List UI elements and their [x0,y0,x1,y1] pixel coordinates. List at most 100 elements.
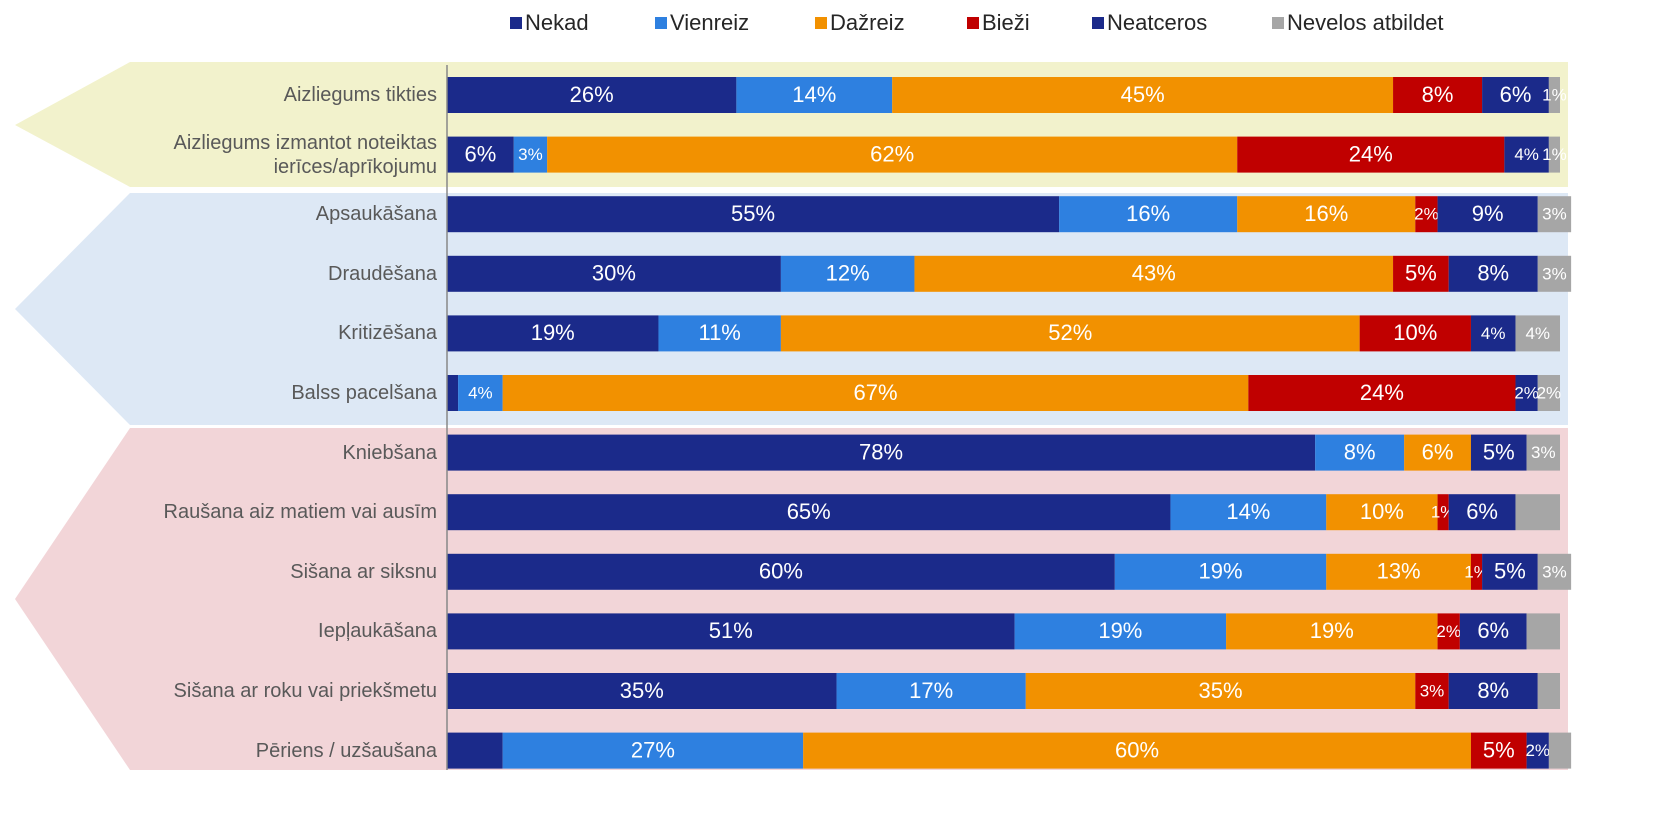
data-label: 13% [1377,559,1421,584]
bar-segment [1537,255,1572,292]
bar-segment [447,136,514,173]
bar-segment [1415,673,1449,709]
bar-segment [1537,375,1560,411]
bar-segment [1526,732,1549,769]
data-label: 8% [1477,261,1509,286]
data-label: 24% [1349,141,1393,166]
data-label: 4% [468,383,493,402]
bar-segment [1470,553,1483,590]
data-label: 19% [531,320,575,345]
legend-label: Vienreiz [670,10,749,35]
bar-segment [1237,196,1416,233]
bar-segment [1359,315,1471,352]
legend-label: Nevelos atbildet [1287,10,1444,35]
bar-segment [1470,434,1527,471]
bar-segment [447,434,1316,471]
bar-segment [447,375,459,411]
bar-segment [892,77,1394,113]
bar-segment [1526,613,1560,650]
data-label: 5% [1494,559,1526,584]
bar-segment [447,77,737,113]
category-label: Raušana aiz matiem vai ausīm [163,501,437,524]
bar-segment [1404,434,1471,471]
bar-segment [1515,375,1538,411]
category-label: Sišana ar roku vai priekšmetu [173,680,437,702]
data-label: 10% [1393,320,1437,345]
data-label: 35% [1199,678,1243,703]
data-label: 3% [1420,681,1445,700]
category-label: Aizliegums tikties [283,84,437,106]
data-label: 8% [1344,439,1376,464]
bar-segment [780,255,915,292]
bar-segment [1548,136,1560,173]
data-label: 1% [1542,145,1567,164]
data-label: 60% [1115,737,1159,762]
bar-segment [1114,553,1327,590]
data-label: 12% [826,261,870,286]
legend-label: Dažreiz [830,10,905,35]
bar-segment [513,136,548,173]
bar-segment [1025,673,1416,709]
bar-segment [658,315,781,352]
data-label: 52% [1048,320,1092,345]
data-label: 11% [698,320,740,345]
bar-segment [447,255,781,292]
data-label: 3% [1531,443,1556,462]
bar-segment [502,732,804,769]
bar-segment [1237,136,1505,173]
bar-segment [1548,732,1572,769]
data-label: 24% [1360,380,1404,405]
data-label: 8% [1422,82,1454,107]
group-band [15,428,1568,770]
data-label: 9% [1472,201,1504,226]
data-label: 10% [1360,499,1404,524]
data-label: 2% [1414,205,1439,224]
bar-segment [447,494,1171,531]
legend-label: Neatceros [1107,10,1207,35]
bar-segment [1315,434,1405,471]
data-label: 6% [1466,499,1498,524]
bar-segment [1515,494,1560,531]
legend-swatch [1272,17,1284,29]
bar-segment [1393,255,1449,292]
category-label: Kniebšana [342,441,437,464]
bar-segment [1415,196,1438,233]
bar-segment [458,375,503,411]
data-label: 62% [870,141,914,166]
data-label: 8% [1477,678,1509,703]
data-label: 6% [1500,82,1532,107]
bar-segment [1459,613,1527,650]
bar-segment [1470,315,1516,352]
bar-segment [502,375,1249,411]
data-label: 5% [1483,439,1515,464]
data-label: 26% [570,82,614,107]
data-label: 2% [1436,622,1461,641]
data-label: 43% [1132,261,1176,286]
bar-segment [1548,77,1560,113]
bar-segment [736,77,893,113]
data-label: 2% [1525,741,1550,760]
bar-segment [547,136,1238,173]
data-label: 19% [1310,618,1354,643]
bar-segment [1504,136,1549,173]
data-label: 17% [909,678,953,703]
data-label: 14% [792,82,836,107]
bar-segment [1014,613,1227,650]
bar-segment [1537,553,1572,590]
data-label: 2% [1514,383,1539,402]
category-label: Kritizēšana [338,322,437,345]
bar-segment [1448,255,1538,292]
legend-swatch [655,17,667,29]
category-label: Iepļaukāšana [318,620,437,643]
data-label: 19% [1199,559,1243,584]
bar-segment [1226,613,1438,650]
category-label: Apsaukāšana [315,203,437,226]
data-label: 3% [518,145,543,164]
data-label: 14% [1226,499,1270,524]
category-label: Balss pacelšana [291,382,437,404]
data-label: 6% [464,141,496,166]
bar-segment [1248,375,1516,411]
data-label: 1% [1542,85,1567,104]
data-label: 4% [1481,324,1506,343]
